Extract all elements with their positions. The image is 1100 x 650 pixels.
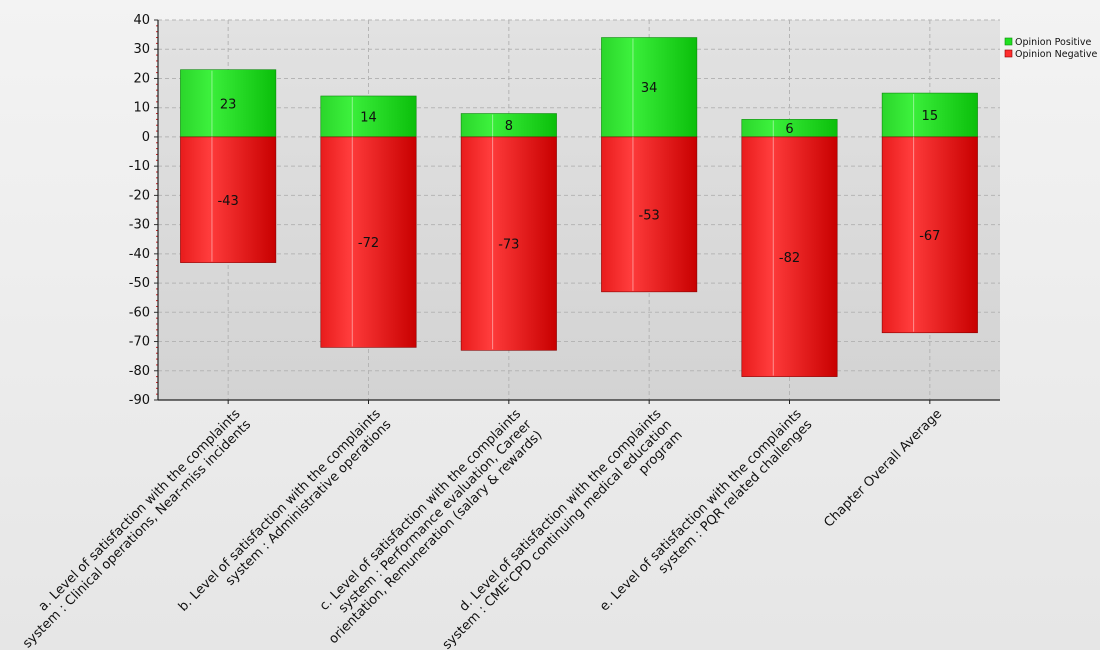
plot-area bbox=[158, 20, 1000, 400]
x-tick-label: a. Level of satisfaction with the compla… bbox=[20, 407, 254, 650]
y-tick-label: -20 bbox=[129, 188, 150, 203]
legend-swatch bbox=[1004, 49, 1013, 58]
data-label-negative: -72 bbox=[358, 236, 379, 251]
data-label-negative: -43 bbox=[218, 194, 239, 209]
bar-positive bbox=[601, 37, 698, 138]
legend-entry: Opinion Positive bbox=[1015, 37, 1091, 48]
data-label-positive: 34 bbox=[641, 81, 658, 96]
legend-entry: Opinion Negative bbox=[1015, 49, 1097, 60]
y-tick-label: -50 bbox=[129, 276, 150, 291]
y-tick-label: -30 bbox=[129, 218, 150, 233]
y-tick-label: 10 bbox=[133, 101, 150, 116]
y-tick-label: -40 bbox=[129, 247, 150, 262]
bar-positive bbox=[881, 92, 978, 138]
y-tick-label: 40 bbox=[133, 13, 150, 28]
legend-swatch bbox=[1004, 37, 1013, 46]
data-label-positive: 15 bbox=[922, 109, 939, 124]
y-tick-label: 20 bbox=[133, 71, 150, 86]
data-label-positive: 14 bbox=[360, 110, 377, 125]
x-tick-label-line: system : Clinical operations, Near-miss … bbox=[20, 417, 254, 650]
y-tick-label: -60 bbox=[129, 305, 150, 320]
data-label-negative: -82 bbox=[779, 251, 800, 266]
bar-positive bbox=[320, 95, 417, 138]
y-tick-label: 0 bbox=[142, 130, 150, 145]
bar-positive bbox=[180, 69, 277, 138]
data-label-positive: 23 bbox=[220, 97, 237, 112]
data-label-negative: -67 bbox=[919, 229, 940, 244]
bar-negative bbox=[741, 136, 838, 377]
bar-negative bbox=[320, 136, 417, 348]
y-tick-label: 30 bbox=[133, 42, 150, 57]
x-tick-label-line: Chapter Overall Average bbox=[821, 407, 945, 531]
y-tick-label: -90 bbox=[129, 393, 150, 408]
data-label-positive: 8 bbox=[505, 119, 513, 134]
bar-negative bbox=[601, 136, 698, 293]
bar-negative bbox=[881, 136, 978, 334]
y-tick-label: -70 bbox=[129, 335, 150, 350]
bar-negative bbox=[180, 136, 277, 263]
y-tick-label: -80 bbox=[129, 364, 150, 379]
bar-negative bbox=[460, 136, 557, 351]
x-tick-label: Chapter Overall Average bbox=[821, 407, 945, 531]
data-label-negative: -73 bbox=[498, 238, 519, 253]
data-label-negative: -53 bbox=[639, 208, 660, 223]
x-tick-label: d. Level of satisfaction with the compla… bbox=[440, 407, 686, 650]
y-tick-label: -10 bbox=[129, 159, 150, 174]
data-label-positive: 6 bbox=[785, 122, 793, 137]
